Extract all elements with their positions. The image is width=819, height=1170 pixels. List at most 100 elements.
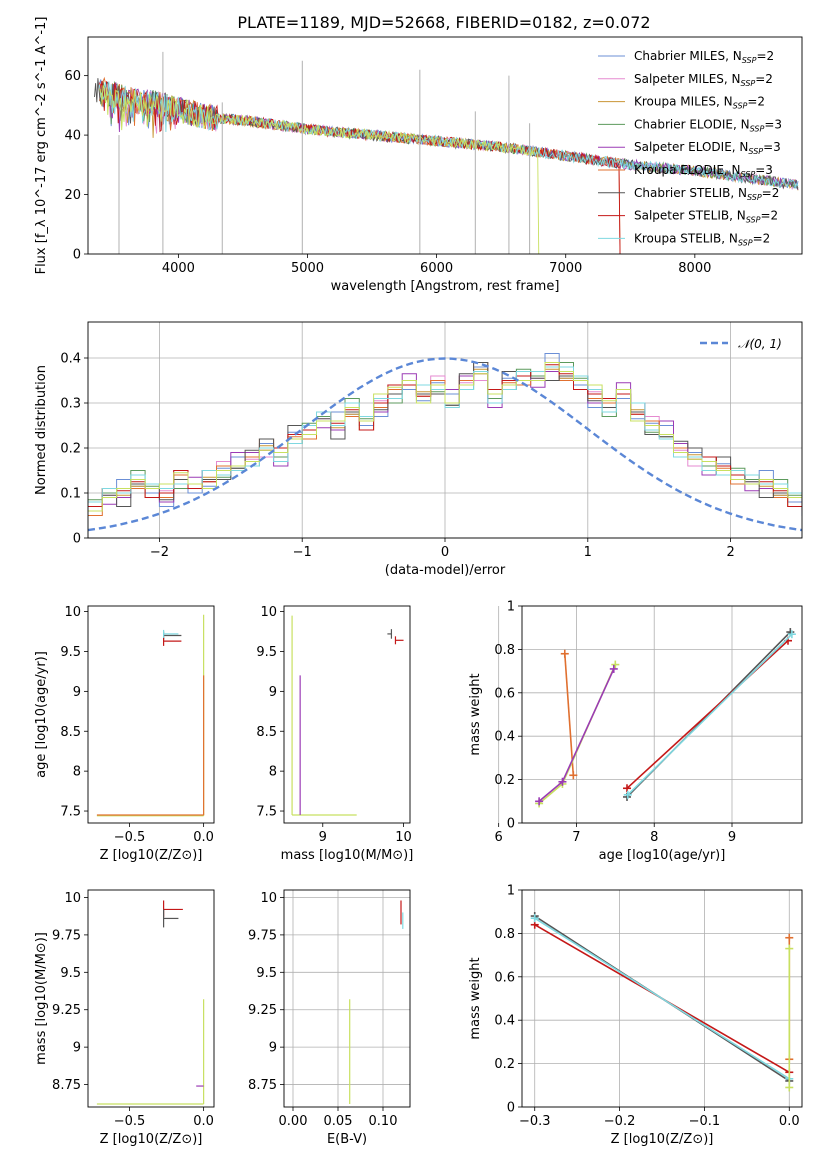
x-axis-label: E(B-V) (327, 1132, 367, 1147)
age_vs_weight-plot-area (535, 628, 796, 808)
mass_vs_age-frame (283, 605, 411, 824)
errorbar-point (96, 999, 205, 1105)
y-tick-label: 0.6 (494, 970, 515, 985)
y-tick-label: 0.4 (494, 1014, 515, 1029)
Z_vs_age-frame (87, 605, 215, 824)
y-tick-label: 0.8 (494, 927, 515, 942)
y-axis-label: Normed distribution (34, 365, 49, 495)
x-axis-label: (data-model)/error (385, 563, 506, 578)
ebv_vs_mass-panel: 0.00 0.05 0.10 8.75 9 9.25 9.5 9.75 10 E(B-V) (248, 889, 411, 1147)
x-tick-label: 6 (495, 830, 503, 845)
y-tick-label: 0.6 (494, 686, 515, 701)
x-tick-label: 0.0 (193, 830, 214, 845)
errorbar-point (291, 615, 357, 816)
x-axis-label: Z [log10(Z/Z⊙)] (611, 1132, 714, 1147)
spectrum-model-line (99, 81, 799, 190)
errorbar-point (96, 614, 205, 817)
x-tick-label: 0.0 (193, 1114, 214, 1129)
x-tick-label: 1 (584, 545, 592, 560)
histogram-series (88, 366, 802, 503)
age_vs_weight-frame (521, 605, 803, 824)
errorbar-point (387, 629, 393, 639)
x-tick-label: −1 (293, 545, 312, 560)
y-tick-label: 9 (73, 1041, 81, 1056)
y-tick-label: 0.8 (494, 643, 515, 658)
weight-marker (530, 914, 539, 923)
gaussian-curve (88, 357, 802, 532)
y-tick-label: 7.5 (60, 805, 81, 820)
y-tick-label: 9.5 (256, 966, 277, 981)
x-tick-label: −0.2 (604, 1114, 636, 1129)
histogram-series (88, 362, 802, 512)
x-axis-label: mass [log10(M/M⊙)] (281, 848, 414, 863)
y-tick-label: 0.4 (60, 352, 81, 367)
Z_vs_weight-frame (521, 889, 803, 1108)
legend-entry: Chabrier MILES, NSSP=2 (634, 49, 774, 65)
weight-marker (609, 664, 618, 673)
weight-line (627, 633, 793, 796)
residual_hist-panel: −2 −1 0 1 2 0 0.1 0.2 0.3 0.4 (data-model)/error No… (34, 321, 803, 578)
y-tick-label: 0 (73, 248, 81, 263)
y-tick-label: 8.75 (248, 1078, 277, 1093)
ebv_vs_mass-plot-area (349, 900, 404, 1105)
y-axis-label: mass weight (468, 957, 483, 1039)
histogram-series (88, 353, 802, 516)
y-tick-label: 9.75 (248, 928, 277, 943)
weight-marker (611, 660, 620, 669)
y-tick-label: 40 (64, 129, 81, 144)
y-tick-label: 9.25 (248, 1003, 277, 1018)
y-tick-label: 0 (507, 817, 515, 832)
x-tick-label: −0.5 (114, 830, 146, 845)
weight-marker (560, 649, 569, 658)
weight-marker (785, 944, 794, 953)
legend-entry: Kroupa ELODIE, NSSP=3 (634, 163, 773, 179)
weight-line (534, 917, 790, 1080)
y-tick-label: 10 (260, 605, 277, 620)
Z_vs_mass-plot-area (96, 900, 205, 1105)
mass_vs_age-panel: 9 10 7.5 8 8.5 9 9.5 10 mass [log10(M/M⊙)] (256, 605, 413, 863)
x-tick-label: 0.10 (369, 1114, 398, 1129)
weight-line (626, 640, 789, 789)
Z_vs_weight-plot-area (530, 912, 794, 1092)
x-tick-label: 9 (319, 830, 327, 845)
y-tick-label: 0.2 (494, 1057, 515, 1072)
y-axis-label: mass weight (468, 673, 483, 755)
y-tick-label: 1 (507, 884, 515, 899)
y-axis-label: age [log10(age/yr)] (34, 651, 49, 778)
y-tick-label: 0.3 (60, 397, 81, 412)
y-tick-label: 0 (507, 1101, 515, 1116)
errorbar-point (163, 637, 182, 646)
weight-line (538, 664, 617, 805)
y-tick-label: 8.5 (60, 725, 81, 740)
y-tick-label: 0.4 (494, 730, 515, 745)
y-tick-label: 8 (73, 765, 81, 780)
figure-title: PLATE=1189, MJD=52668, FIBERID=0182, z=0… (237, 13, 650, 32)
y-tick-label: 9.5 (60, 645, 81, 660)
weight-marker (558, 777, 567, 786)
weight-line (564, 653, 575, 776)
y-tick-label: 20 (64, 188, 81, 203)
x-tick-label: 4000 (162, 261, 195, 276)
legend-entry: Kroupa STELIB, NSSP=2 (634, 231, 770, 247)
spectrum-frame (87, 36, 803, 255)
x-axis-label: wavelength [Angstrom, rest frame] (331, 279, 560, 294)
histogram-series (88, 362, 802, 510)
weight-marker (569, 771, 578, 780)
x-tick-label: 0 (441, 545, 449, 560)
x-tick-label: 8000 (678, 261, 711, 276)
y-tick-label: 10 (260, 891, 277, 906)
weight-marker (623, 790, 632, 799)
y-tick-label: 60 (64, 69, 81, 84)
weight-marker (785, 1083, 794, 1092)
y-tick-label: 9.5 (60, 966, 81, 981)
y-tick-label: 9 (269, 1041, 277, 1056)
errorbar-point (163, 900, 183, 917)
Z_vs_age-plot-area (96, 614, 205, 817)
spectrum-model-line (99, 85, 540, 254)
x-tick-label: 9 (728, 830, 736, 845)
y-tick-label: 9.25 (52, 1003, 81, 1018)
spectrum-model-line (99, 80, 621, 254)
y-tick-label: 9.75 (52, 928, 81, 943)
x-tick-label: 0.05 (324, 1114, 353, 1129)
